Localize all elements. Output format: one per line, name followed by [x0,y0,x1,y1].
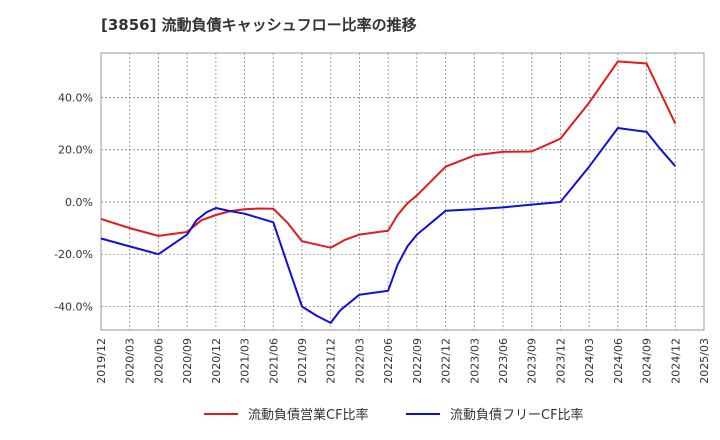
x-tick-label: 2023/12 [554,338,567,384]
x-tick-label: 2019/12 [95,338,108,384]
x-tick-label: 2023/09 [526,338,539,384]
x-tick-label: 2021/03 [239,338,252,384]
x-tick-label: 2024/06 [612,338,625,384]
x-tick-label: 2022/03 [353,338,366,384]
x-tick-label: 2023/03 [468,338,481,384]
x-tick-label: 2023/06 [497,338,510,384]
y-tick-label: -40.0% [54,300,93,313]
plot-area [100,52,705,331]
x-tick-label: 2020/09 [181,338,194,384]
legend-swatch-red [204,412,238,415]
legend-item-free-cf: 流動負債フリーCF比率 [406,404,584,423]
x-tick-label: 2022/06 [382,338,395,384]
x-tick-label: 2020/12 [210,338,223,384]
x-tick-label: 2024/09 [641,338,654,384]
legend-label-operating-cf: 流動負債営業CF比率 [248,408,369,423]
x-axis-tick-labels: 2019/12 2020/03 2020/06 2020/09 2020/12 2021/… [95,338,711,384]
x-tick-label: 2025/03 [698,338,711,384]
y-tick-label: -20.0% [54,248,93,261]
legend-swatch-blue [406,412,440,415]
x-tick-label: 2021/09 [296,338,309,384]
series-line-operating-cf [100,60,677,249]
series-line-free-cf [100,127,677,324]
y-tick-label: 40.0% [58,91,93,104]
x-tick-label: 2024/12 [669,338,682,384]
x-tick-label: 2024/03 [583,338,596,384]
x-tick-label: 2020/06 [152,338,165,384]
chart-title: [3856] 流動負債キャッシュフロー比率の推移 [101,16,417,34]
y-axis-tick-labels: 40.0% 20.0% 0.0% -20.0% -40.0% [54,91,93,313]
legend-item-operating-cf: 流動負債営業CF比率 [204,404,369,423]
x-tick-label: 2021/12 [325,338,338,384]
y-tick-label: 0.0% [65,196,93,209]
y-tick-label: 20.0% [58,144,93,157]
legend-label-free-cf: 流動負債フリーCF比率 [450,408,584,423]
series-lines [100,60,677,324]
x-tick-label: 2021/06 [267,338,280,384]
x-tick-label: 2022/12 [440,338,453,384]
x-tick-label: 2022/09 [411,338,424,384]
x-tick-label: 2020/03 [124,338,137,384]
legend: 流動負債営業CF比率 流動負債フリーCF比率 [0,404,720,428]
